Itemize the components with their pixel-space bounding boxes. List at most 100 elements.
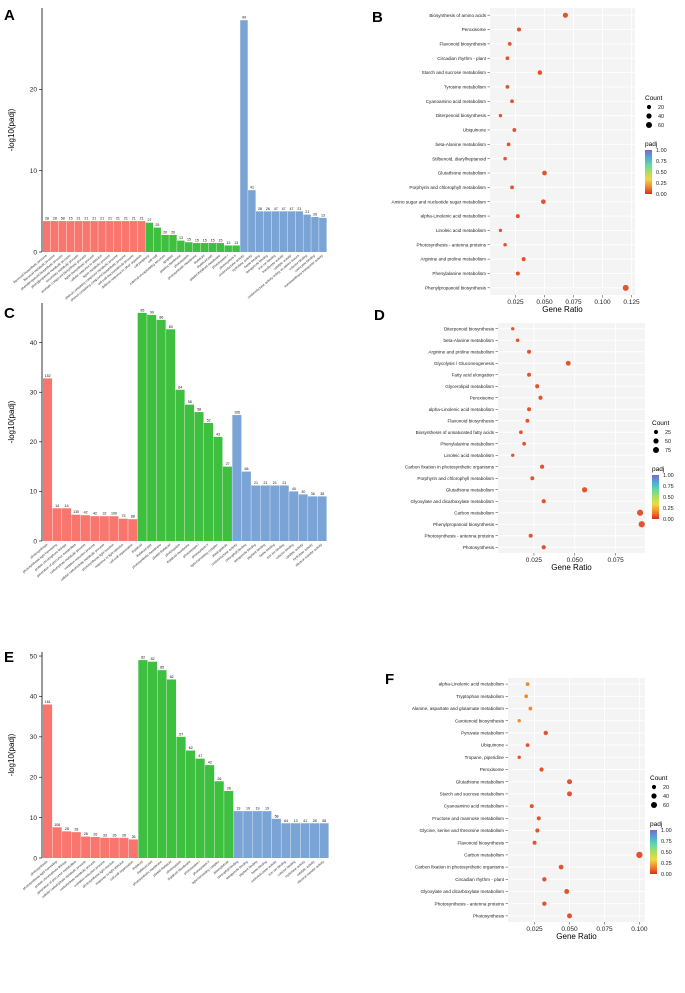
bar-data-label: 58 xyxy=(188,400,192,404)
pathway-label: Arginine and proline metabolism xyxy=(420,257,486,262)
legend-size-dot xyxy=(653,447,659,453)
pathway-label: Peroxisome xyxy=(480,767,505,772)
bar-data-label: 27 xyxy=(226,462,230,466)
pathway-label: Cyanoamino acid metabolism xyxy=(444,804,504,809)
bar xyxy=(137,312,147,541)
bar xyxy=(232,415,242,541)
bar-data-label: 14 xyxy=(55,504,59,508)
data-point xyxy=(543,730,548,736)
bar xyxy=(43,221,51,252)
bar xyxy=(240,20,248,253)
bar xyxy=(109,516,119,541)
panel-d: D Diterpenoid biosynthesis beta-Alanine me… xyxy=(374,307,674,572)
bar xyxy=(100,837,110,858)
x-tick-label: 0.100 xyxy=(631,926,648,933)
pathway-label: Glutathione metabolism xyxy=(446,487,494,492)
legend-count-label: 60 xyxy=(658,123,664,129)
y-tick-label: 20 xyxy=(30,439,38,446)
data-point xyxy=(524,694,529,699)
data-point xyxy=(567,779,573,785)
bar xyxy=(185,404,195,541)
bar-data-label: 25 xyxy=(155,223,159,227)
data-point xyxy=(581,487,588,493)
y-tick-label: 0 xyxy=(33,249,37,256)
bar-data-label: 14 xyxy=(65,504,69,508)
pathway-label: Ubiquinone xyxy=(463,128,487,133)
bar xyxy=(233,811,243,858)
data-point xyxy=(512,128,517,132)
colorbar-tick-label: 0.00 xyxy=(661,872,672,878)
pathway-label: Diterpenoid biosynthesis xyxy=(436,113,487,118)
bar xyxy=(263,211,272,252)
bar xyxy=(62,831,72,858)
bar-data-label: 21 xyxy=(254,481,258,485)
bar xyxy=(90,836,100,858)
colorbar-tick-label: 0.50 xyxy=(656,170,667,176)
bar-data-label: 27 xyxy=(148,218,152,222)
bar-data-label: 15 xyxy=(195,239,199,243)
bar xyxy=(192,243,201,252)
bar xyxy=(319,217,327,252)
pathway-label: Peroxisome xyxy=(462,27,487,32)
legend-size-dot xyxy=(653,429,659,435)
data-point xyxy=(564,889,570,894)
bar xyxy=(232,245,240,252)
bar xyxy=(243,811,253,858)
bar xyxy=(311,217,319,252)
data-point xyxy=(505,56,510,61)
data-point xyxy=(536,816,541,821)
panel-c: C010203040-log10(padj)152photosynthesis1… xyxy=(4,303,327,582)
bar-data-label: 21 xyxy=(84,217,88,221)
data-point xyxy=(503,156,507,161)
bar-data-label: 99 xyxy=(150,310,154,314)
x-tick-label: 0.100 xyxy=(594,299,611,306)
pathway-label: Biosynthesis of unsaturated fatty acids xyxy=(416,430,495,435)
bar xyxy=(200,243,209,252)
colorbar-tick-label: 0.50 xyxy=(663,495,674,501)
pathway-label: beta-Alanine metabolism xyxy=(443,338,494,343)
bar xyxy=(153,227,161,252)
bar xyxy=(138,660,148,858)
bar xyxy=(287,211,296,252)
y-tick-label: 20 xyxy=(30,87,38,94)
pathway-label: Peroxisome xyxy=(470,395,495,400)
bar-data-label: 21 xyxy=(77,217,81,221)
x-axis-title-f: Gene Ratio xyxy=(556,932,597,941)
bar xyxy=(166,679,177,858)
pathway-label: beta-Alanine metabolism xyxy=(435,142,486,147)
bar xyxy=(66,221,75,252)
bar xyxy=(213,436,223,541)
panel-e: E01020304050-log10(padj)161photosynthesi… xyxy=(4,649,329,899)
bar-data-label: 21 xyxy=(132,217,136,221)
legend-count-title: Count xyxy=(650,775,668,782)
bar-data-label: 42 xyxy=(93,512,97,516)
panel-letter-a: A xyxy=(4,7,15,24)
bar-data-label: 21 xyxy=(124,217,128,221)
data-point xyxy=(503,242,507,247)
legend-count-title: Count xyxy=(652,420,670,427)
pathway-label: Photosynthesis xyxy=(473,914,505,919)
colorbar-tick-label: 0.25 xyxy=(663,506,674,512)
bar-data-label: 26 xyxy=(84,832,88,836)
bar-data-label: 26 xyxy=(217,777,221,781)
data-point xyxy=(525,418,530,423)
bar xyxy=(222,466,232,541)
bar-data-label: 26 xyxy=(122,833,126,837)
bar-data-label: 58 xyxy=(61,217,65,221)
bar xyxy=(309,823,320,858)
bar-data-label: 21 xyxy=(92,217,96,221)
bar-data-label: 64 xyxy=(178,385,182,389)
bar xyxy=(80,515,90,541)
padj-colorbar xyxy=(652,475,659,519)
legend-count-label: 40 xyxy=(658,114,664,120)
y-tick-label: 0 xyxy=(33,855,37,862)
padj-colorbar xyxy=(645,150,652,194)
bar xyxy=(128,839,138,858)
y-tick-label: 40 xyxy=(30,340,38,347)
bar xyxy=(270,485,280,541)
x-tick-label: 0.075 xyxy=(565,299,582,306)
pathway-label: Glycerolipid metabolism xyxy=(445,384,494,389)
pathway-label: Glyoxylate and dicarboxylate metabolism xyxy=(421,889,505,894)
colorbar-tick-label: 0.00 xyxy=(656,192,667,198)
